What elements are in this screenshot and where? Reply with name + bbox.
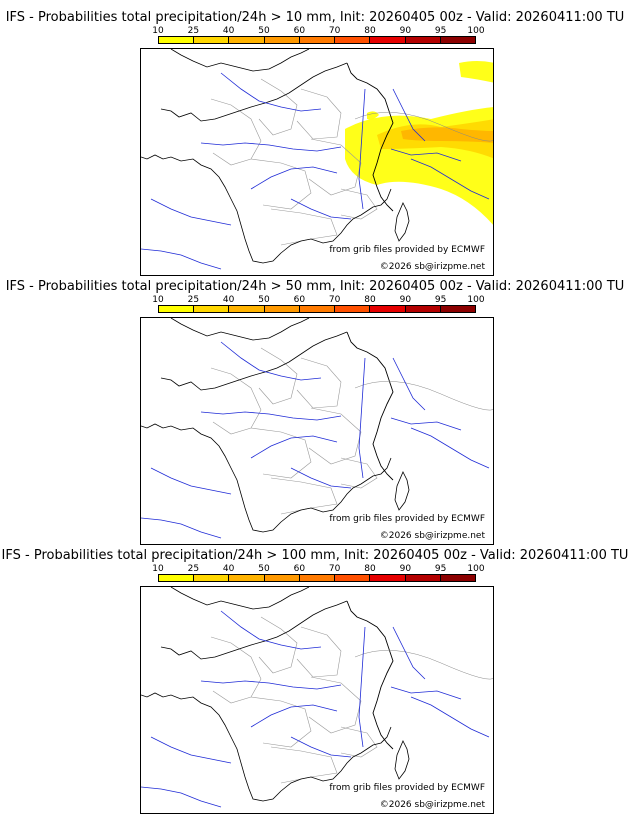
colorbar-tick-label: 40 xyxy=(222,295,235,305)
colorbar-swatch xyxy=(299,575,336,581)
colorbar-tick-label: 95 xyxy=(434,295,447,305)
colorbar-swatch xyxy=(159,575,195,581)
colorbar-swatch xyxy=(159,37,195,43)
colorbar-tick-label: 25 xyxy=(187,26,200,36)
panel-title: IFS - Probabilities total precipitation/… xyxy=(1,548,629,563)
colorbar-labels: 10 25 40 50 60 70 80 90 95 100 xyxy=(152,26,484,36)
colorbar-swatch xyxy=(440,575,475,581)
colorbar-swatch xyxy=(299,37,336,43)
colorbar-tick-label: 90 xyxy=(399,295,412,305)
colorbar-swatch xyxy=(264,575,300,581)
colorbar-swatch xyxy=(229,306,265,312)
colorbar-swatch xyxy=(264,37,300,43)
copyright-note: ©2026 sb@irizpme.net xyxy=(377,531,487,541)
precipitation-shading-icon xyxy=(345,61,493,225)
colorbar-tick-label: 80 xyxy=(364,564,376,574)
colorbar-tick-label: 50 xyxy=(258,26,270,36)
colorbar-swatch xyxy=(440,306,475,312)
colorbar-tick-label: 100 xyxy=(467,295,485,305)
colorbar-swatch xyxy=(194,306,230,312)
colorbar-tick-label: 60 xyxy=(293,26,306,36)
source-note: from grib files provided by ECMWF xyxy=(327,783,487,793)
colorbar-swatch xyxy=(229,37,265,43)
colorbar-swatch xyxy=(370,575,406,581)
colorbar-swatch xyxy=(264,306,300,312)
source-note: from grib files provided by ECMWF xyxy=(327,245,487,255)
colorbar-swatch xyxy=(194,575,230,581)
copyright-note: ©2026 sb@irizpme.net xyxy=(377,800,487,810)
colorbar-swatch xyxy=(194,37,230,43)
colorbar-tick-label: 60 xyxy=(293,564,306,574)
colorbar-swatch xyxy=(440,37,475,43)
panel-title: IFS - Probabilities total precipitation/… xyxy=(5,10,625,25)
france-map-icon xyxy=(141,49,493,270)
colorbar-tick-label: 90 xyxy=(399,564,412,574)
copyright-note: ©2026 sb@irizpme.net xyxy=(377,262,487,272)
france-map-icon xyxy=(141,587,493,808)
colorbar-tick-label: 95 xyxy=(434,564,447,574)
colorbar-swatch xyxy=(159,306,195,312)
colorbar-tick-label: 70 xyxy=(328,26,341,36)
colorbar-swatch xyxy=(299,306,336,312)
colorbar-swatch xyxy=(405,37,441,43)
colorbar-labels: 10 25 40 50 60 70 80 90 95 100 xyxy=(152,295,484,305)
colorbar-swatch xyxy=(405,306,441,312)
source-note: from grib files provided by ECMWF xyxy=(327,514,487,524)
colorbar-tick-label: 100 xyxy=(467,564,485,574)
colorbar-tick-label: 10 xyxy=(152,295,164,305)
colorbar-tick-label: 95 xyxy=(434,26,447,36)
colorbar-swatch xyxy=(405,575,441,581)
colorbar-tick-label: 40 xyxy=(222,26,235,36)
colorbar-tick-label: 80 xyxy=(364,295,376,305)
colorbar-swatch xyxy=(370,37,406,43)
colorbar xyxy=(158,574,476,582)
colorbar-swatch xyxy=(229,575,265,581)
colorbar-tick-label: 25 xyxy=(187,295,200,305)
map-frame: from grib files provided by ECMWF ©2026 … xyxy=(140,317,494,545)
colorbar-tick-label: 80 xyxy=(364,26,376,36)
colorbar-tick-label: 70 xyxy=(328,564,341,574)
colorbar-swatch xyxy=(370,306,406,312)
colorbar-swatch xyxy=(335,575,371,581)
colorbar-tick-label: 10 xyxy=(152,564,164,574)
france-map-icon xyxy=(141,318,493,539)
forecast-panel-10mm: IFS - Probabilities total precipitation/… xyxy=(0,0,630,276)
map-frame: from grib files provided by ECMWF ©2026 … xyxy=(140,586,494,814)
colorbar xyxy=(158,36,476,44)
colorbar-tick-label: 25 xyxy=(187,564,200,574)
colorbar-tick-label: 50 xyxy=(258,564,270,574)
colorbar-tick-label: 40 xyxy=(222,564,235,574)
map-frame: from grib files provided by ECMWF ©2026 … xyxy=(140,48,494,276)
colorbar-swatch xyxy=(335,37,371,43)
forecast-panel-100mm: IFS - Probabilities total precipitation/… xyxy=(0,538,630,814)
colorbar-tick-label: 100 xyxy=(467,26,485,36)
colorbar-swatch xyxy=(335,306,371,312)
colorbar-tick-label: 60 xyxy=(293,295,306,305)
forecast-panel-50mm: IFS - Probabilities total precipitation/… xyxy=(0,269,630,545)
colorbar-labels: 10 25 40 50 60 70 80 90 95 100 xyxy=(152,564,484,574)
colorbar-tick-label: 10 xyxy=(152,26,164,36)
colorbar-tick-label: 50 xyxy=(258,295,270,305)
colorbar-tick-label: 70 xyxy=(328,295,341,305)
colorbar-tick-label: 90 xyxy=(399,26,412,36)
colorbar xyxy=(158,305,476,313)
panel-title: IFS - Probabilities total precipitation/… xyxy=(5,279,625,294)
